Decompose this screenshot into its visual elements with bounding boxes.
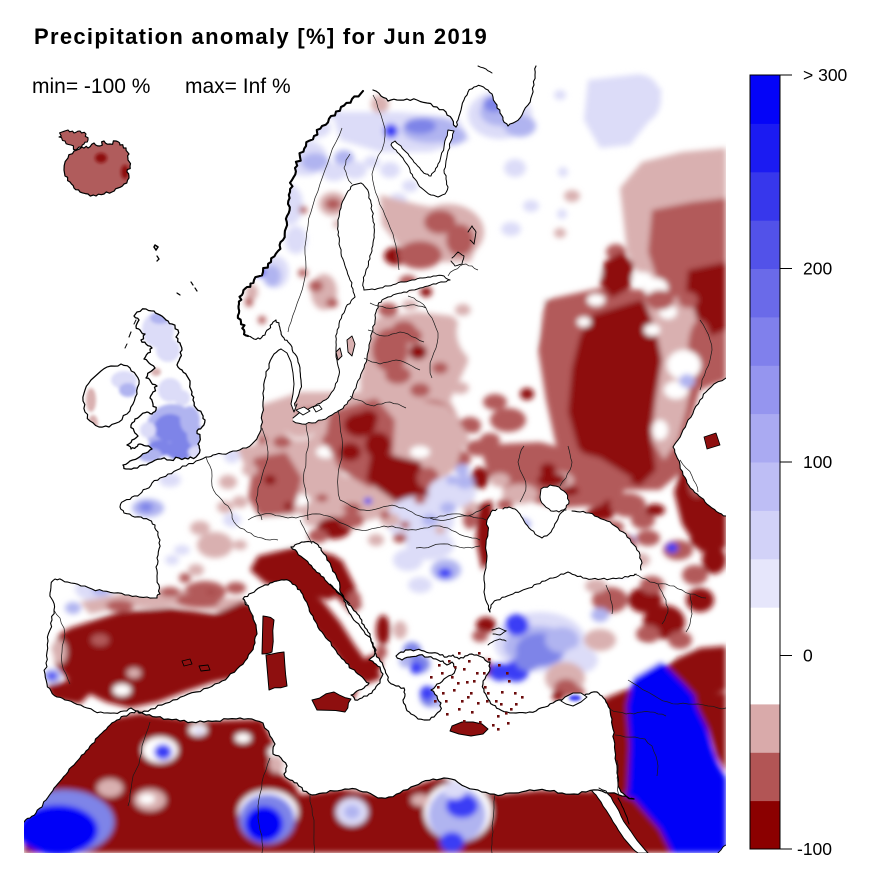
svg-text:> 300: > 300 <box>803 65 848 85</box>
svg-text:0: 0 <box>803 646 813 666</box>
svg-text:200: 200 <box>803 259 832 279</box>
svg-text:-100: -100 <box>797 839 832 859</box>
svg-text:100: 100 <box>803 452 832 472</box>
